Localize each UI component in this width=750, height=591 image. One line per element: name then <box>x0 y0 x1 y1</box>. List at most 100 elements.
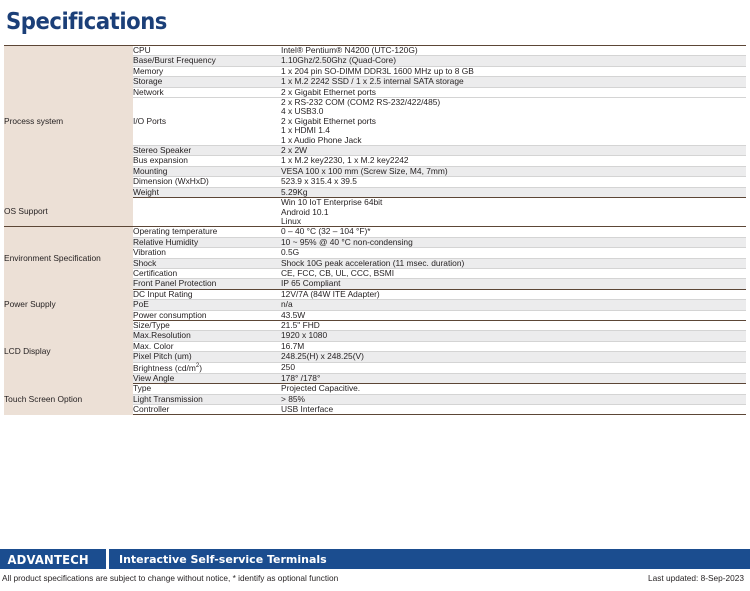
table-row: View Angle 178° /178° <box>4 373 746 385</box>
spec-item-value: 1.10Ghz/2.50Ghz (Quad-Core) <box>281 56 746 67</box>
spec-item-value: 248.25(H) x 248.25(V) <box>281 351 746 363</box>
advantech-logo: ADVANTECH <box>7 551 89 567</box>
spec-item-value: 2 x RS-232 COM (COM2 RS-232/422/485) 4 x… <box>281 97 746 147</box>
table-row: Storage 1 x M.2 2242 SSD / 1 x 2.5 intern… <box>4 76 746 88</box>
table-row: Controller USB Interface <box>4 404 746 416</box>
table-row: PoE n/a <box>4 299 746 311</box>
table-row: Memory 1 x 204 pin SO-DIMM DDR3L 1600 MHz… <box>4 66 746 78</box>
spec-item-label: I/O Ports <box>133 97 281 147</box>
logo-divider <box>106 549 109 569</box>
table-row: Vibration 0.5G <box>4 247 746 259</box>
table-row: Weight 5.29Kg <box>4 187 746 199</box>
spec-item-label: Weight <box>133 187 281 199</box>
section-label: Touch Screen Option <box>4 383 133 415</box>
spec-item-label: Mounting <box>133 166 281 178</box>
spec-item-label: Stereo Speaker <box>133 145 281 157</box>
spec-item-label: Network <box>133 87 281 99</box>
spec-item-label: Controller <box>133 404 281 416</box>
spec-item-value: 1 x M.2 2242 SSD / 1 x 2.5 internal SATA… <box>281 76 746 88</box>
spec-item-value: Win 10 IoT Enterprise 64bit Android 10.1… <box>281 197 746 228</box>
table-row: Process system CPU Intel® Pentium® N4200 (… <box>4 44 746 198</box>
spec-item-label: Light Transmission <box>133 394 281 406</box>
table-row: Environment Specification Operating tempe… <box>4 226 746 290</box>
table-row: Bus expansion 1 x M.2 key2230, 1 x M.2 ke… <box>4 156 746 167</box>
spec-item-label: Type <box>133 383 281 395</box>
spec-item-label: View Angle <box>133 373 281 385</box>
spec-item-value: IP 65 Compliant <box>281 278 746 290</box>
spec-item-value: 12V/7A (84W ITE Adapter) <box>281 289 746 301</box>
table-row: Network 2 x Gigabit Ethernet ports <box>4 87 746 99</box>
section-label: Process system <box>4 44 133 198</box>
spec-item-value: 0 – 40 °C (32 – 104 °F)* <box>281 226 746 238</box>
spec-item-label: Power consumption <box>133 310 281 321</box>
spec-item-value: Intel® Pentium® N4200 (UTC-120G) <box>281 44 746 57</box>
spec-item-label: Brightness (cd/m2) <box>133 362 281 374</box>
spec-item-label: DC Input Rating <box>133 289 281 301</box>
spec-item-label: Bus expansion <box>133 156 281 167</box>
spec-item-value: USB Interface <box>281 404 746 416</box>
spec-item-value: 0.5G <box>281 247 746 259</box>
spec-item-value: 43.5W <box>281 310 746 321</box>
table-row: Dimension (WxHxD) 523.9 x 315.4 x 39.5 <box>4 176 746 188</box>
table-row: Pixel Pitch (um) 248.25(H) x 248.25(V) <box>4 351 746 363</box>
spec-item-value: 2 x 2W <box>281 145 746 157</box>
spec-item-value: 178° /178° <box>281 373 746 385</box>
spec-item-value: Shock 10G peak acceleration (11 msec. du… <box>281 258 746 269</box>
footer-disclaimer: All product specifications are subject t… <box>2 573 339 583</box>
spec-item-label: Max. Color <box>133 341 281 353</box>
table-row: Touch Screen Option Type Projected Capacit… <box>4 383 746 415</box>
spec-item-label: Pixel Pitch (um) <box>133 351 281 363</box>
spec-item-label: Certification <box>133 268 281 280</box>
spec-item-value: 5.29Kg <box>281 187 746 199</box>
spec-item-label: Relative Humidity <box>133 237 281 249</box>
spec-item-label: Max.Resolution <box>133 330 281 342</box>
specifications-table: Process system CPU Intel® Pentium® N4200 (… <box>4 44 746 416</box>
spec-item-label: Shock <box>133 258 281 269</box>
table-row: Certification CE, FCC, CB, UL, CCC, BSMI <box>4 268 746 280</box>
spec-item-label: CPU <box>133 44 281 57</box>
section-label: LCD Display <box>4 320 133 384</box>
table-row: Light Transmission > 85% <box>4 394 746 406</box>
spec-item-value: n/a <box>281 299 746 311</box>
table-row: LCD Display Size/Type 21.5" FHD <box>4 320 746 384</box>
table-row: I/O Ports 2 x RS-232 COM (COM2 RS-232/422… <box>4 97 746 147</box>
specifications-table-body: Process system CPU Intel® Pentium® N4200 (… <box>4 44 746 416</box>
spec-item-value: VESA 100 x 100 mm (Screw Size, M4, 7mm) <box>281 166 746 178</box>
spec-item-label: Operating temperature <box>133 226 281 238</box>
section-label: Environment Specification <box>4 226 133 290</box>
table-row: Brightness (cd/m2) 250 <box>4 362 746 374</box>
table-row: Max. Color 16.7M <box>4 341 746 353</box>
spec-item-value: 1920 x 1080 <box>281 330 746 342</box>
spec-item-label: Storage <box>133 76 281 88</box>
table-row: Base/Burst Frequency 1.10Ghz/2.50Ghz (Qua… <box>4 56 746 67</box>
spec-item-value: 10 ~ 95% @ 40 °C non-condensing <box>281 237 746 249</box>
spec-item-value: 16.7M <box>281 341 746 353</box>
spec-item-value: 21.5" FHD <box>281 320 746 332</box>
spec-item-value: Projected Capacitive. <box>281 383 746 395</box>
footer-last-updated: Last updated: 8-Sep-2023 <box>648 573 744 583</box>
spec-item-label: Size/Type <box>133 320 281 332</box>
table-row: Relative Humidity 10 ~ 95% @ 40 °C non-co… <box>4 237 746 249</box>
spec-item-value: 250 <box>281 362 746 374</box>
spec-item-label <box>133 197 281 228</box>
table-row: Mounting VESA 100 x 100 mm (Screw Size, M… <box>4 166 746 178</box>
spec-item-label: PoE <box>133 299 281 311</box>
spec-item-label: Vibration <box>133 247 281 259</box>
table-row: Shock Shock 10G peak acceleration (11 mse… <box>4 258 746 269</box>
footer-heading: Interactive Self-service Terminals <box>119 552 327 566</box>
spec-item-value: 1 x M.2 key2230, 1 x M.2 key2242 <box>281 156 746 167</box>
spec-item-value: 2 x Gigabit Ethernet ports <box>281 87 746 99</box>
page-title: Specifications <box>6 9 167 35</box>
spec-item-label: Dimension (WxHxD) <box>133 176 281 188</box>
table-row: OS Support Win 10 IoT Enterprise 64bit An… <box>4 197 746 228</box>
section-label: OS Support <box>4 197 133 228</box>
table-row: Front Panel Protection IP 65 Compliant <box>4 278 746 290</box>
spec-item-value: > 85% <box>281 394 746 406</box>
table-row: Power Supply DC Input Rating 12V/7A (84W I… <box>4 289 746 321</box>
table-row: Max.Resolution 1920 x 1080 <box>4 330 746 342</box>
spec-item-label: Front Panel Protection <box>133 278 281 290</box>
spec-item-label: Memory <box>133 66 281 78</box>
spec-item-value: 1 x 204 pin SO-DIMM DDR3L 1600 MHz up to… <box>281 66 746 78</box>
spec-item-value: 523.9 x 315.4 x 39.5 <box>281 176 746 188</box>
footer-bar: ADVANTECH Interactive Self-service Termi… <box>0 549 750 569</box>
